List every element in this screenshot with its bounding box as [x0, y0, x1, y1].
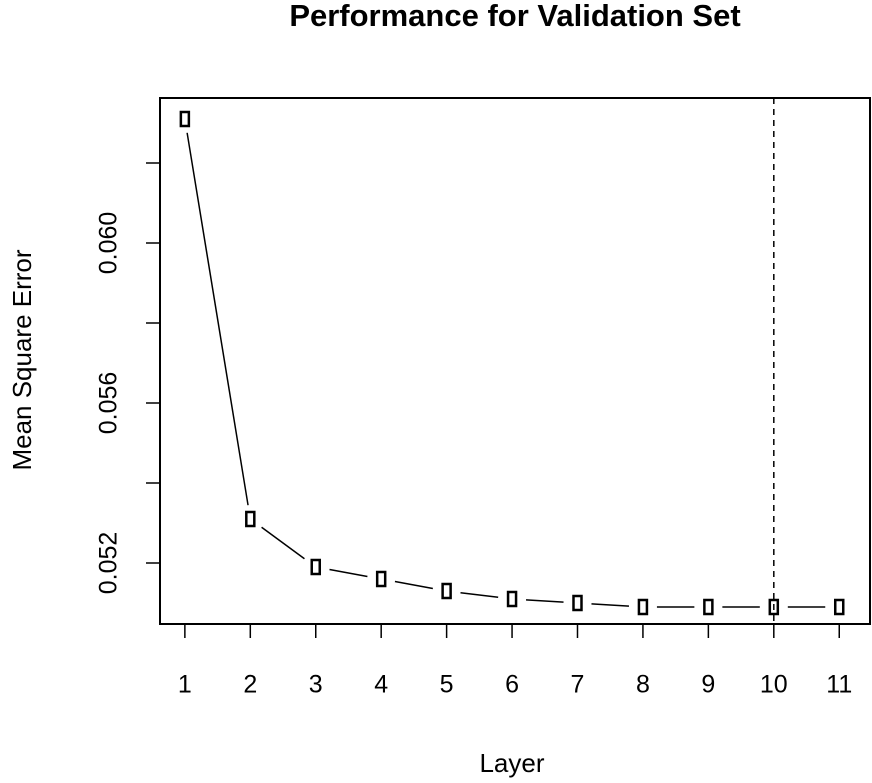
- x-tick-label: 11: [826, 671, 852, 699]
- point: [179, 110, 191, 128]
- point: [637, 598, 649, 616]
- x-tick-label: 10: [760, 671, 788, 699]
- point: [310, 558, 321, 576]
- y-tick-label: 0.060: [95, 212, 123, 275]
- connector: [525, 599, 564, 603]
- connector: [261, 526, 305, 560]
- point: [375, 570, 387, 588]
- connector: [329, 568, 368, 578]
- chart-title: Performance for Validation Set: [289, 0, 740, 33]
- x-tick-label: 2: [243, 671, 257, 699]
- x-tick-label: 3: [309, 671, 323, 699]
- connector: [460, 591, 499, 599]
- x-tick-label: 4: [374, 671, 388, 699]
- x-tick-label: 6: [505, 671, 519, 699]
- point: [441, 582, 452, 600]
- x-tick-label: 1: [178, 671, 192, 699]
- y-tick-label: 0.052: [95, 532, 123, 595]
- plot-frame: [159, 97, 871, 625]
- x-tick-label: 5: [440, 671, 454, 699]
- connector: [186, 132, 249, 506]
- point: [245, 510, 256, 528]
- x-tick-label: 9: [701, 671, 715, 699]
- point: [572, 594, 583, 612]
- point: [833, 598, 845, 616]
- x-tick-label: 8: [636, 671, 650, 699]
- point: [506, 590, 518, 608]
- connector: [591, 603, 630, 607]
- point: [703, 598, 714, 616]
- y-axis-label: Mean Square Error: [7, 249, 37, 470]
- y-tick-label: 0.056: [95, 372, 123, 435]
- x-axis-label: Layer: [479, 748, 544, 778]
- connector: [394, 580, 433, 590]
- x-tick-label: 7: [571, 671, 585, 699]
- point: [768, 598, 780, 616]
